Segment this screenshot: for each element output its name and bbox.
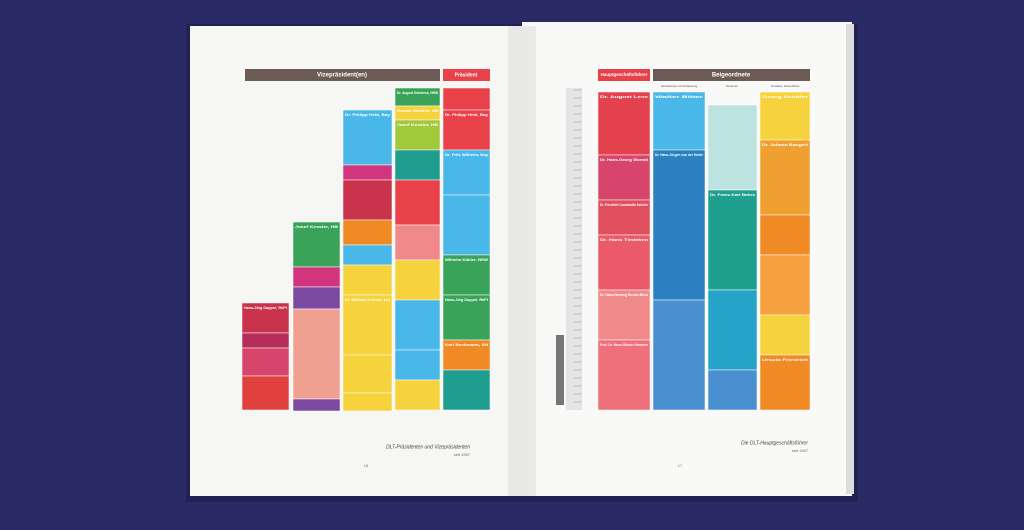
timeline-block: [652, 149, 706, 301]
timeline-block: [652, 299, 706, 411]
block-label: Dr. Johann Bangert: [762, 143, 809, 147]
subheader: Verwaltung und Verfassung: [661, 84, 698, 88]
block-label: Josef Kessler, HB: [295, 225, 339, 229]
block-label: Dr. Hans Tiedeken: [600, 238, 648, 242]
timeline-block: [342, 109, 393, 166]
block-label: Dr. Hans-Georg Wormit: [600, 158, 649, 162]
timeline-block: [759, 91, 811, 141]
timeline-block: [394, 349, 441, 381]
timeline-block: [442, 87, 491, 111]
timeline-block: [292, 221, 341, 268]
block-label: Dr. Fritz Wilhelm, Bay: [445, 153, 488, 157]
timeline-block: [759, 314, 811, 356]
block-label: Wilhelm Köhler, NRW: [445, 258, 489, 262]
block-label: Walter Bitter: [655, 95, 705, 99]
timeline-block: [394, 179, 441, 226]
timeline-block: [597, 234, 651, 291]
block-label: Dr. Hans-Jürgen von der Heide: [655, 153, 703, 157]
timeline-block: [342, 244, 393, 266]
block-label: Dr. Franz-Karl Bahrs: [710, 193, 755, 197]
header: Beigeordnete: [712, 73, 751, 79]
timeline-block: [759, 254, 811, 316]
timeline-block: [394, 379, 441, 411]
timeline-block: [442, 339, 491, 371]
timeline-block: [652, 91, 706, 151]
block-label: Hans-Jörg Duppré, RhPf: [445, 298, 489, 302]
page-edge: [846, 24, 854, 494]
timeline-block: [597, 91, 651, 156]
block-label: Karl Beckmann, SH: [445, 343, 489, 347]
timeline-block: [707, 104, 758, 191]
block-label: Dr. Michael Kreuter, Lbt: [345, 298, 391, 302]
timeline-block: [597, 154, 651, 201]
block-label: Ursula Friedrich: [762, 358, 808, 362]
caption-note: seit 1947: [454, 452, 471, 457]
timeline-block: [597, 339, 651, 411]
block-label: Dr. Philipp Held, Bay: [345, 113, 390, 117]
timeline-block: [759, 354, 811, 411]
timeline-block: [442, 294, 491, 341]
block-label: Dr. August Deinbeck, NRW: [397, 91, 439, 95]
header: Vizepräsident(en): [317, 73, 367, 79]
header: Präsident: [455, 72, 478, 78]
header-bar: [598, 69, 650, 81]
timeline-block: [342, 392, 393, 412]
timeline-block: [597, 199, 651, 236]
header-bar: [245, 69, 440, 81]
timeline-block: [292, 308, 341, 400]
timeline-block: [292, 398, 341, 412]
block-label: Dr. August Leve: [600, 95, 648, 99]
timeline-block: [342, 294, 393, 356]
timeline-block: [759, 139, 811, 216]
timeline-block: [394, 149, 441, 181]
timeline-block: [241, 332, 290, 349]
timeline-ruler: [566, 88, 582, 410]
timeline-block: [707, 189, 758, 291]
timeline-block: [342, 354, 393, 394]
block-label: Josef Kessler, HB: [397, 123, 439, 127]
timeline-block: [442, 109, 491, 151]
timeline-block: [394, 299, 441, 351]
timeline-block: [707, 289, 758, 371]
timeline-block: [292, 286, 341, 310]
caption: DLT-Präsidenten und Vizepräsidenten: [386, 444, 470, 450]
block-label: Dr. Hans-Henning Becker-Birck: [600, 293, 648, 297]
page-number: 16: [364, 463, 369, 468]
block-label: Georg Schäfer: [762, 95, 809, 99]
timeline-block: [707, 369, 758, 411]
block-label: Dr. Friedrich Constantin Schulte: [600, 203, 648, 207]
caption-note: seit 1947: [792, 448, 809, 453]
timeline-block: [342, 264, 393, 296]
timeline-block: [342, 164, 393, 181]
caption: Die DLT-Hauptgeschäftsführer: [741, 440, 808, 446]
block-label: Hans-Jörg Duppré, RhPf: [244, 306, 288, 310]
block-label: Gustav Seebich, NB: [397, 109, 439, 113]
block-label: Prof. Dr. Hans-Günter Henneke: [600, 343, 648, 347]
block-label: Dr. Philipp Held, Bay: [445, 113, 488, 117]
timeline-block: [342, 219, 393, 246]
timeline-block: [394, 119, 441, 151]
timeline-block: [241, 375, 290, 411]
header-bar: [443, 69, 490, 81]
header: Hauptgeschäftsführer: [601, 72, 648, 77]
timeline-block: [597, 289, 651, 341]
subheader: Soziales, Gesundheit: [771, 84, 800, 88]
timeline-block: [759, 214, 811, 256]
spine-fold: [508, 26, 536, 496]
timeline-marker: [556, 335, 564, 405]
timeline-block: [241, 347, 290, 377]
header-bar: [653, 69, 810, 81]
subheader: Finanzen: [726, 84, 739, 88]
timeline-block: [342, 179, 393, 221]
timeline-block: [442, 369, 491, 411]
timeline-block: [394, 224, 441, 261]
timeline-block: [442, 194, 491, 256]
page-number: 17: [678, 463, 683, 468]
timeline-block: [442, 149, 491, 196]
timeline-block: [292, 266, 341, 288]
timeline-block: [394, 259, 441, 301]
